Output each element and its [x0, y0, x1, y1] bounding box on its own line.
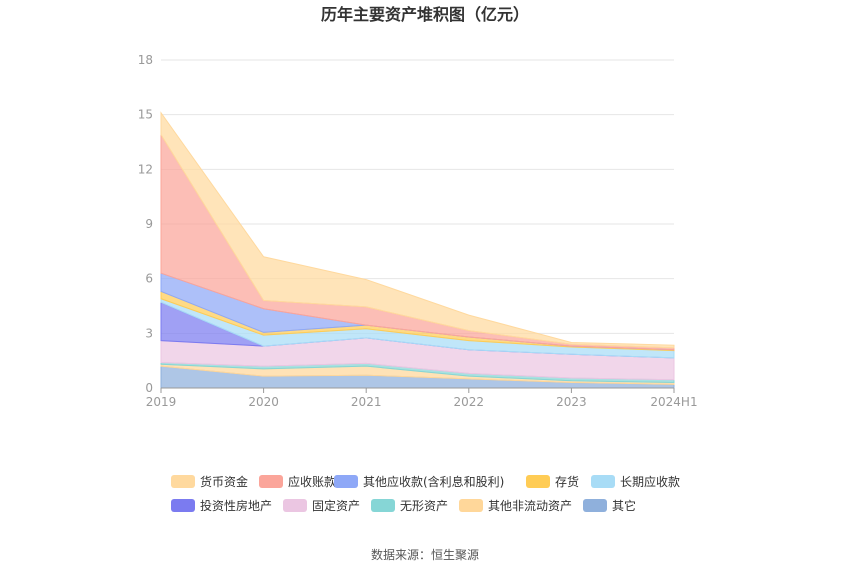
legend-label: 固定资产 — [312, 498, 360, 513]
x-tick-label: 2019 — [146, 395, 177, 409]
y-axis-ticks: 0 3 6 9 12 15 18 — [138, 53, 153, 395]
area-series-9 — [160, 111, 675, 349]
x-tick-label: 2023 — [556, 395, 587, 409]
y-tick-label: 6 — [145, 272, 153, 286]
source-note: 数据来源：恒生聚源 — [371, 547, 479, 562]
y-tick-label: 15 — [138, 108, 153, 122]
legend-swatch — [283, 499, 307, 512]
legend-label: 其他非流动资产 — [488, 499, 572, 513]
y-tick-label: 0 — [145, 381, 153, 395]
x-tick-label: 2021 — [351, 395, 382, 409]
x-tick-label: 2022 — [454, 395, 485, 409]
legend-label: 存货 — [555, 474, 579, 489]
y-tick-label: 9 — [145, 217, 153, 231]
legend-label: 货币资金 — [200, 474, 248, 489]
y-tick-label: 12 — [138, 162, 153, 176]
legend-swatch — [526, 475, 550, 488]
legend-swatch — [591, 475, 615, 488]
legend-swatch — [171, 475, 195, 488]
y-tick-label: 3 — [145, 326, 153, 340]
x-axis-ticks: 2019 2020 2021 2022 2023 2024H1 — [146, 395, 698, 409]
x-axis — [160, 387, 675, 393]
legend-label: 应收账款 — [288, 474, 336, 489]
x-tick-label: 2024H1 — [650, 395, 697, 409]
legend-swatch — [583, 499, 607, 512]
legend-swatch — [371, 499, 395, 512]
area-series — [160, 111, 675, 389]
legend-label: 长期应收款 — [620, 474, 680, 489]
y-tick-label: 18 — [138, 53, 153, 67]
legend-label: 其他应收款(含利息和股利) — [363, 474, 504, 489]
legend-swatch — [171, 499, 195, 512]
x-tick-label: 2020 — [248, 395, 279, 409]
chart-title: 历年主要资产堆积图（亿元） — [321, 5, 529, 24]
legend-swatch — [334, 475, 358, 488]
legend-label: 其它 — [612, 498, 636, 513]
legend-swatch — [259, 475, 283, 488]
legend-label: 无形资产 — [400, 499, 448, 513]
legend-label: 投资性房地产 — [200, 498, 272, 513]
legend-swatch — [459, 499, 483, 512]
